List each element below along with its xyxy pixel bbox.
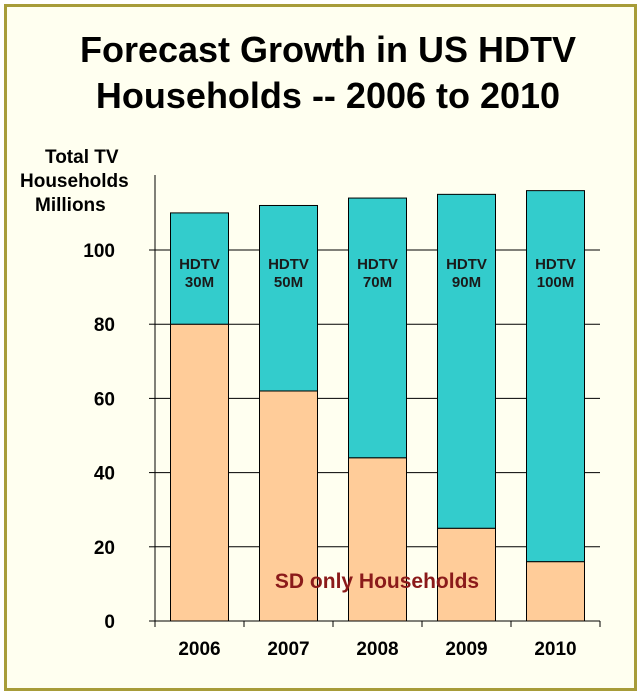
x-tick-label: 2007: [267, 639, 309, 660]
x-tick-label: 2009: [445, 639, 487, 660]
bar-data-label: 30M: [185, 274, 214, 291]
y-axis-label-line-1: Total TV: [45, 147, 119, 168]
bar-hdtv-2006: [170, 212, 229, 325]
bar-sd-2009: [437, 527, 496, 622]
y-tick-label: 80: [94, 315, 115, 336]
x-tick-label: 2006: [178, 639, 220, 660]
bar-sd-2006: [170, 323, 229, 622]
bar-data-label: 50M: [274, 274, 303, 291]
sd-only-annotation: SD only Households: [275, 570, 479, 593]
y-tick-label: 60: [94, 389, 115, 410]
bars: [170, 190, 585, 622]
x-tick-label: 2008: [356, 639, 398, 660]
bar-data-label: 100M: [537, 274, 575, 291]
y-tick-label: 0: [104, 612, 115, 633]
bar-data-label: HDTV: [357, 256, 398, 273]
bar-hdtv-2009: [437, 193, 496, 529]
bar-hdtv-2008: [348, 197, 407, 459]
y-tick-label: 20: [94, 538, 115, 559]
bar-data-label: 90M: [452, 274, 481, 291]
bar-sd-2008: [348, 457, 407, 622]
bar-data-label: HDTV: [535, 256, 576, 273]
axes: [149, 175, 601, 627]
bar-data-label: HDTV: [268, 256, 309, 273]
y-axis-label-line-2: Households: [20, 171, 129, 192]
bar-hdtv-2010: [526, 190, 585, 563]
y-tick-label: 40: [94, 464, 115, 485]
y-axis-label-line-3: Millions: [35, 195, 106, 216]
bar-data-label: HDTV: [179, 256, 220, 273]
bar-data-label: HDTV: [446, 256, 487, 273]
bar-hdtv-2007: [259, 204, 318, 392]
x-tick-label: 2010: [534, 639, 576, 660]
chart-title-line-1: Forecast Growth in US HDTV: [80, 29, 576, 70]
labels: 020406080100HDTV30M2006HDTV50M2007HDTV70…: [83, 241, 576, 660]
bar-data-label: 70M: [363, 274, 392, 291]
y-tick-label: 100: [83, 241, 115, 262]
bar-sd-2010: [526, 561, 585, 622]
chart-title-line-2: Households -- 2006 to 2010: [96, 75, 560, 116]
